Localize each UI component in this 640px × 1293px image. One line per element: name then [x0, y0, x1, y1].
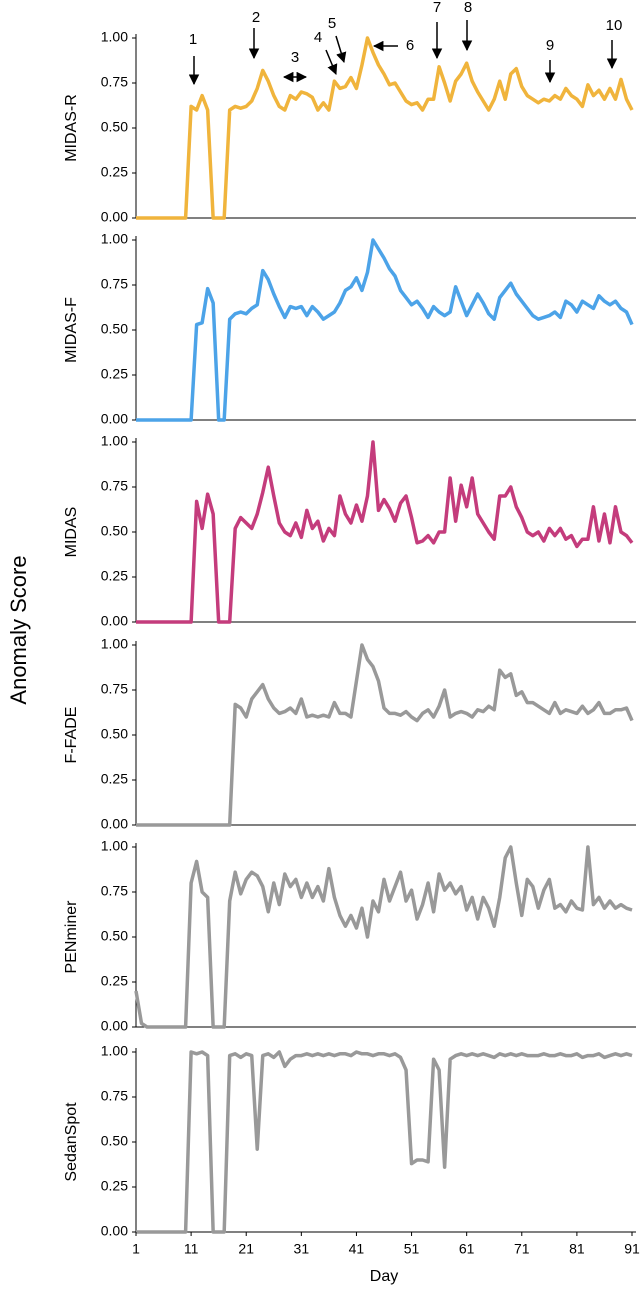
panel-label: PENminer — [63, 900, 80, 974]
y-tick-label: 0.75 — [101, 276, 128, 292]
annotation: 6 — [406, 37, 414, 54]
y-tick-label: 0.00 — [101, 1223, 128, 1239]
series-line — [134, 845, 633, 1029]
series-line — [136, 643, 634, 827]
panel-label: MIDAS-F — [63, 297, 80, 363]
y-tick-label: 0.75 — [101, 1088, 128, 1104]
y-tick-label: 1.00 — [101, 433, 128, 449]
annotation-arrow — [325, 49, 338, 75]
x-tick-label: 11 — [184, 1241, 199, 1257]
y-tick-label: 1.00 — [101, 636, 128, 652]
x-tick-label: 41 — [349, 1241, 365, 1257]
panel-label: SedanSpot — [63, 1102, 80, 1182]
x-tick-label: 71 — [514, 1241, 530, 1257]
x-tick-label: 31 — [294, 1241, 310, 1257]
annotation: 8 — [464, 0, 472, 16]
annotation: 4 — [314, 29, 322, 46]
y-tick-label: 0.50 — [101, 928, 128, 944]
y-tick-label: 0.00 — [101, 613, 128, 629]
y-tick-label: 1.00 — [101, 29, 128, 45]
y-tick-label: 0.50 — [101, 523, 128, 539]
y-tick-label: 0.75 — [101, 681, 128, 697]
y-tick-label: 1.00 — [101, 838, 128, 854]
annotation: 9 — [546, 37, 554, 54]
y-tick-label: 0.00 — [101, 411, 128, 427]
x-tick-label: 61 — [459, 1241, 475, 1257]
y-tick-label: 0.25 — [101, 973, 128, 989]
series-line — [136, 36, 634, 220]
y-tick-label: 1.00 — [101, 1043, 128, 1059]
y-tick-label: 0.75 — [101, 478, 128, 494]
x-axis-label: Day — [370, 1268, 398, 1285]
y-tick-label: 0.25 — [101, 568, 128, 584]
y-tick-label: 0.25 — [101, 771, 128, 787]
series-line — [136, 1050, 633, 1234]
y-tick-label: 0.50 — [101, 321, 128, 337]
y-tick-label: 0.25 — [101, 366, 128, 382]
y-tick-label: 0.25 — [101, 1178, 128, 1194]
y-tick-label: 0.50 — [101, 119, 128, 135]
x-tick-label: 51 — [404, 1241, 420, 1257]
panel-label: MIDAS-R — [63, 94, 80, 162]
x-tick-label: 21 — [238, 1241, 254, 1257]
y-axis-label: Anomaly Score — [6, 555, 31, 704]
y-tick-label: 0.50 — [101, 726, 128, 742]
annotation: 3 — [291, 49, 299, 66]
y-tick-label: 0.50 — [101, 1133, 128, 1149]
annotation: 7 — [433, 0, 441, 16]
annotation: 10 — [606, 17, 623, 34]
x-tick-label: 1 — [132, 1241, 140, 1257]
y-tick-label: 0.00 — [101, 816, 128, 832]
y-tick-label: 0.00 — [101, 1018, 128, 1034]
annotation-arrow — [335, 35, 347, 64]
y-tick-label: 0.25 — [101, 164, 128, 180]
panel-label: MIDAS — [63, 507, 80, 558]
y-tick-label: 1.00 — [101, 231, 128, 247]
series-line — [136, 440, 634, 624]
series-line — [136, 238, 634, 422]
x-tick-label: 91 — [624, 1241, 640, 1257]
annotation: 2 — [252, 9, 260, 26]
x-tick-label: 81 — [569, 1241, 585, 1257]
annotation: 1 — [189, 31, 197, 48]
y-tick-label: 0.00 — [101, 209, 128, 225]
y-tick-label: 0.75 — [101, 883, 128, 899]
annotation: 5 — [328, 15, 336, 32]
y-tick-label: 0.75 — [101, 74, 128, 90]
panel-label: F-FADE — [63, 707, 80, 764]
